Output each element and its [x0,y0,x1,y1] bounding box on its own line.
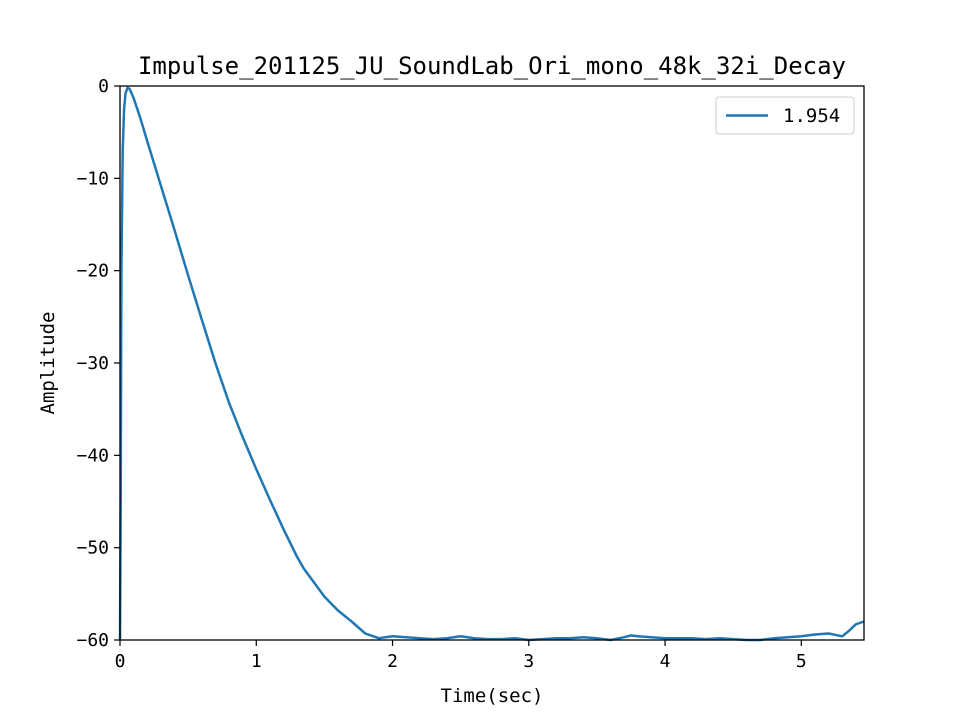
x-tick-label: 2 [387,651,398,672]
legend-entry-label: 1.954 [783,105,840,127]
plot-background [120,86,864,640]
chart-title: Impulse_201125_JU_SoundLab_Ori_mono_48k_… [138,52,846,80]
y-tick-label: −10 [76,168,109,189]
series-line-0 [118,86,865,642]
y-tick-label: −50 [76,538,109,559]
x-tick-label: 1 [251,651,262,672]
x-axis-label: Time(sec) [441,685,544,707]
y-tick-label: −20 [76,261,109,282]
series-layer [118,86,865,642]
x-tick-label: 3 [523,651,534,672]
x-tick-label: 5 [796,651,807,672]
x-tick-label: 0 [115,651,126,672]
x-axis-ticks: 0 1 2 3 4 5 [115,640,807,672]
legend-box [715,96,855,135]
y-tick-label: −60 [76,630,109,651]
y-tick-label: −40 [76,445,109,466]
y-tick-label: 0 [98,76,109,97]
legend: 1.954 [715,96,855,135]
y-axis-ticks: 0 −10 −20 −30 −40 −50 −60 [76,76,120,651]
x-tick-label: 4 [660,651,671,672]
y-axis-label: Amplitude [37,312,59,415]
y-tick-label: −30 [76,353,109,374]
